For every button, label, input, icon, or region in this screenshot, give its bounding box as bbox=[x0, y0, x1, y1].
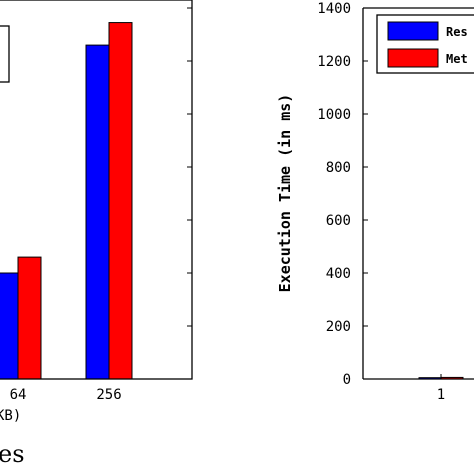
right-legend-swatch-res bbox=[387, 21, 439, 41]
right-yticks: 0 200 400 600 800 1000 1200 1400 bbox=[317, 1, 368, 388]
right-chart: 0 200 400 600 800 1000 1200 1400 1 Execution Ti… bbox=[276, 1, 474, 403]
right-legend-swatch-met bbox=[387, 48, 439, 68]
right-ytick-label: 1400 bbox=[317, 1, 351, 17]
right-ytick-label: 400 bbox=[326, 266, 351, 282]
left-yticks bbox=[187, 7, 192, 380]
right-ylabel: Execution Time (in ms) bbox=[276, 94, 294, 293]
right-legend-label-met: Met bbox=[446, 52, 468, 66]
left-legend bbox=[0, 25, 10, 83]
left-legend-box bbox=[0, 25, 10, 83]
right-ytick-label: 1200 bbox=[317, 54, 351, 70]
right-ytick-label: 800 bbox=[326, 160, 351, 176]
left-bar-256-series-0 bbox=[85, 44, 110, 380]
right-xtick-1: 1 bbox=[437, 387, 445, 403]
right-ytick-label: 0 bbox=[343, 372, 351, 388]
right-legend-label-res: Res bbox=[446, 25, 468, 39]
caption-fragment: es bbox=[0, 440, 25, 468]
right-ytick-label: 1000 bbox=[317, 107, 351, 123]
left-chart: 64 256 KB) bbox=[0, 0, 193, 424]
left-xtick-256: 256 bbox=[96, 387, 121, 403]
left-xlabel: KB) bbox=[0, 408, 21, 424]
left-xtick-64: 64 bbox=[10, 387, 27, 403]
left-bar-64-series-0 bbox=[0, 272, 19, 380]
left-axes-box bbox=[0, 0, 193, 380]
right-ytick-label: 600 bbox=[326, 213, 351, 229]
right-legend: Res Met bbox=[376, 14, 474, 74]
left-bars bbox=[0, 22, 133, 380]
left-bar-64-series-1 bbox=[17, 256, 42, 380]
right-ytick-label: 200 bbox=[326, 319, 351, 335]
left-bar-256-series-1 bbox=[108, 22, 133, 380]
